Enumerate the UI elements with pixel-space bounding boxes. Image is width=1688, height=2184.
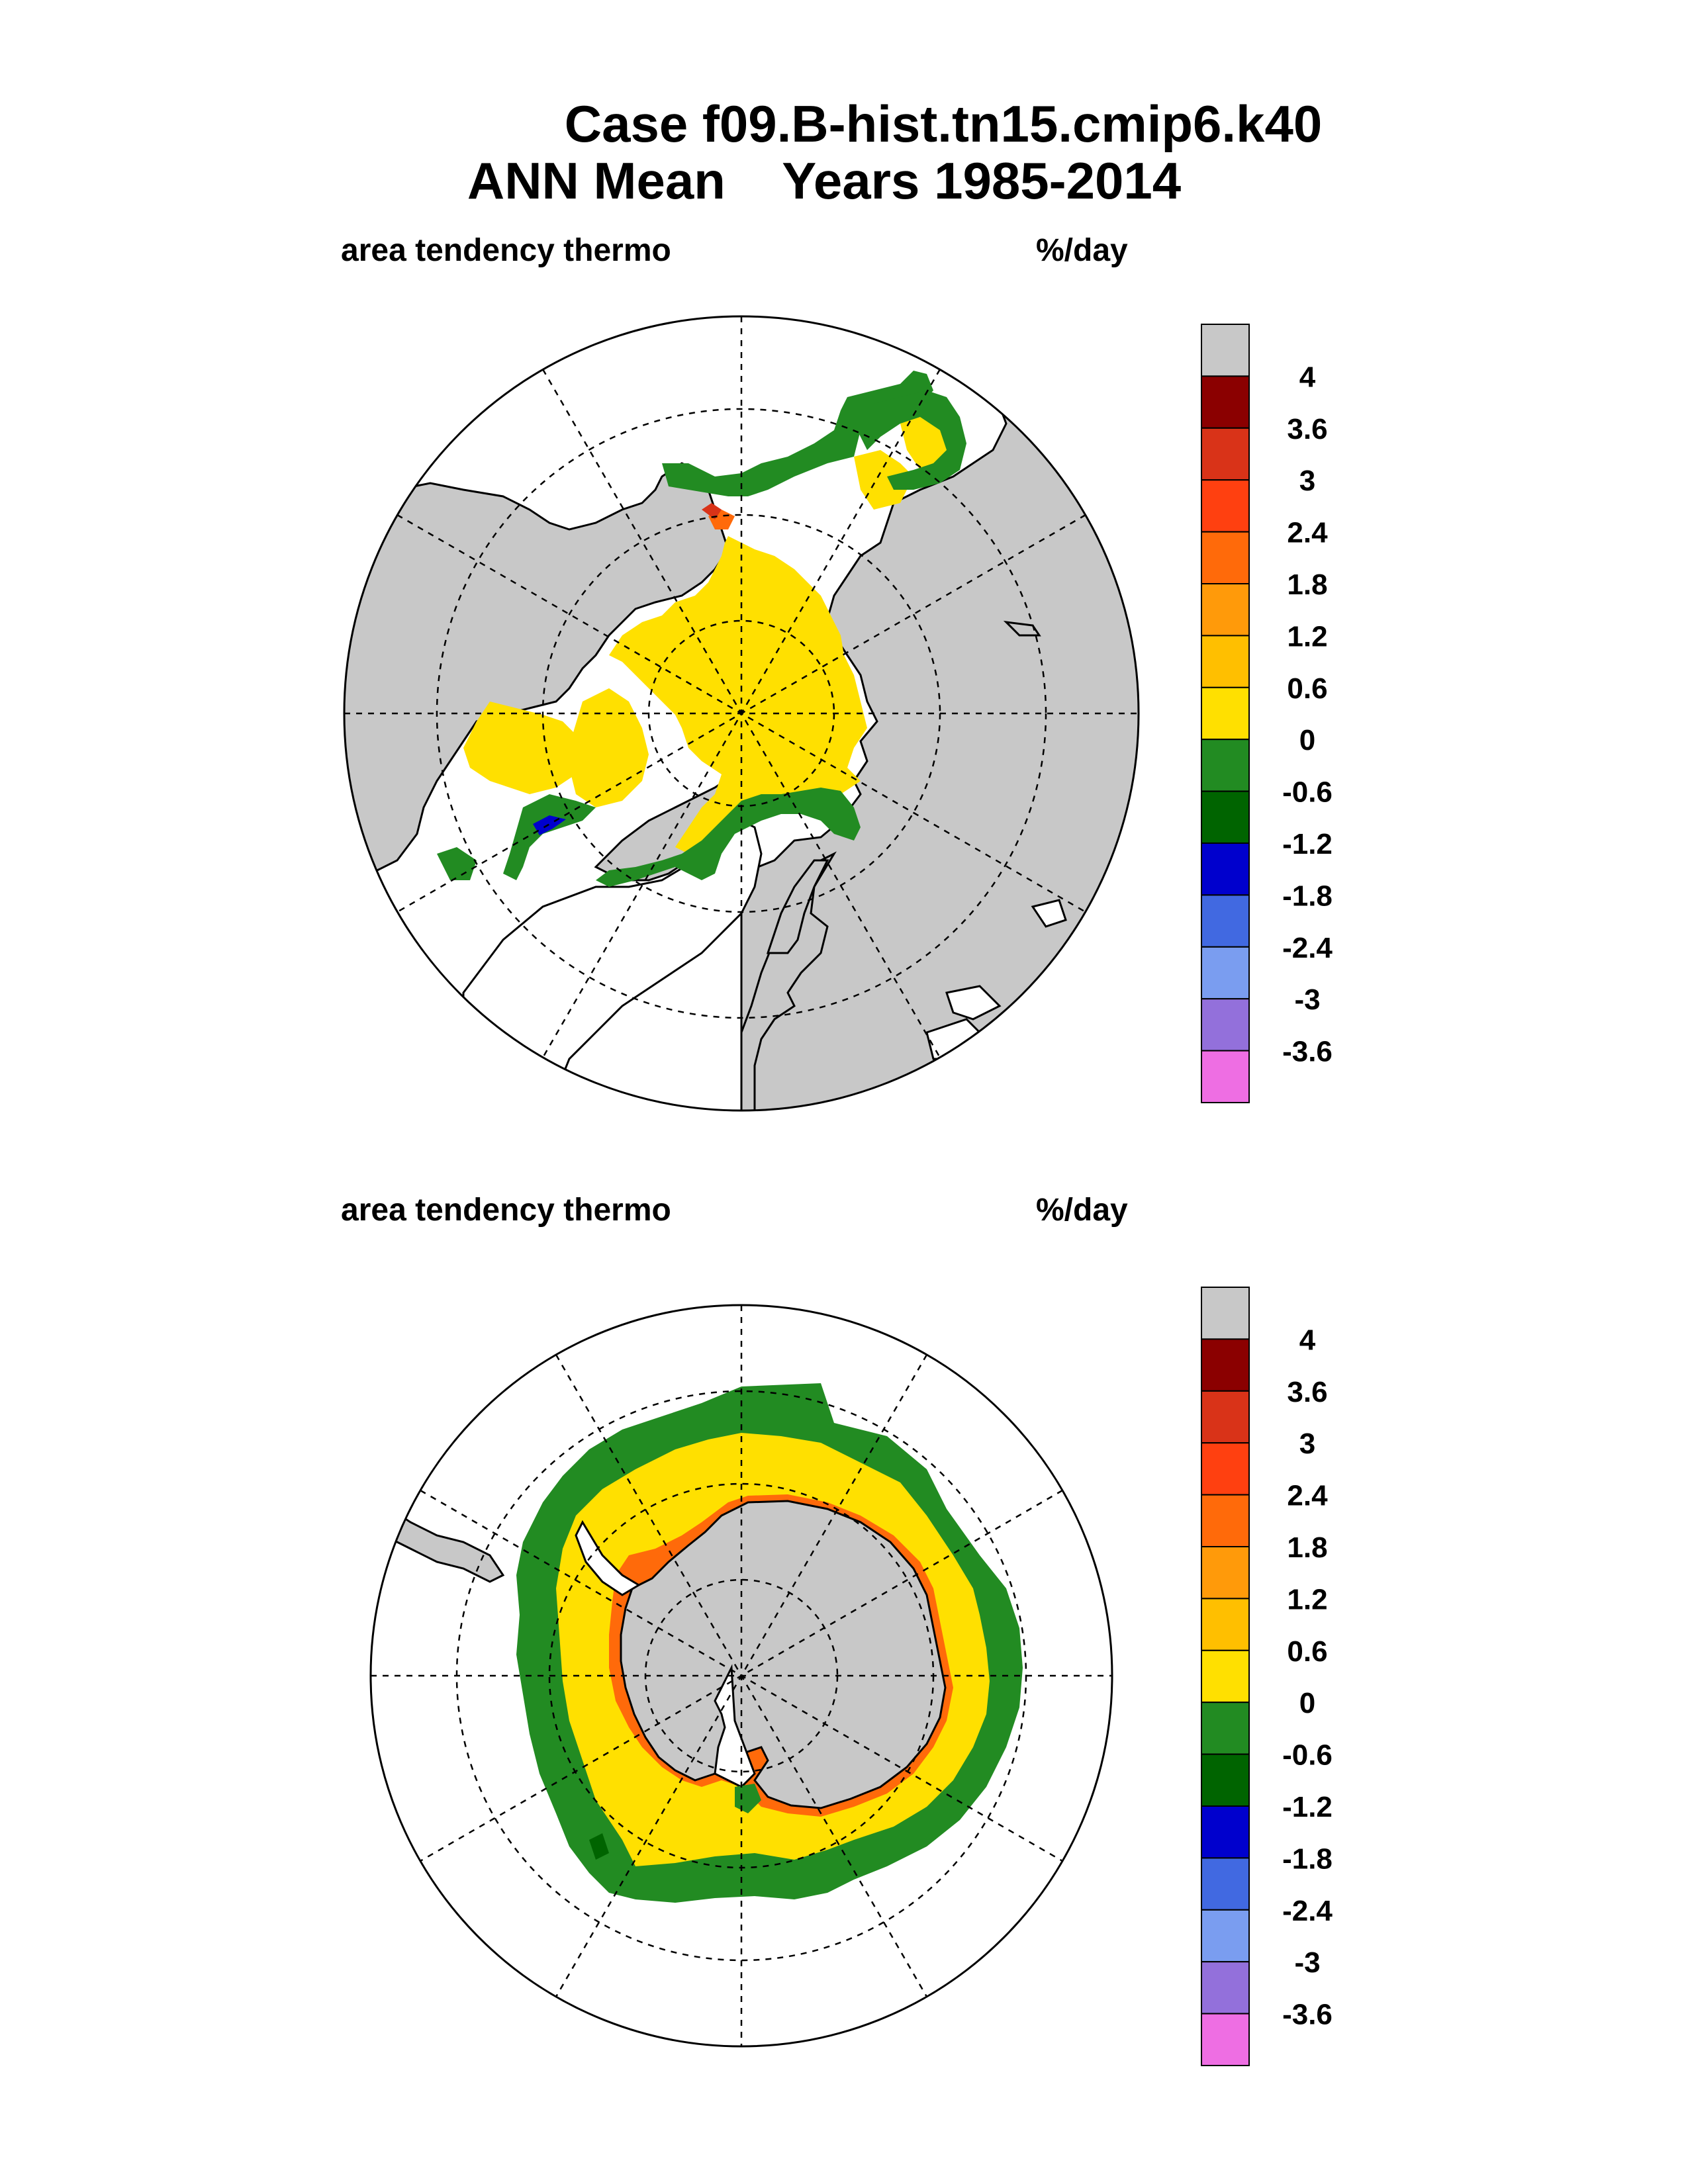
colorbar-north: 4 3.6 3 2.4 1.8 1.2 0.6 0 -0.6 -1.2 -1.8 -2.4 -3 -3.6 <box>1201 324 1333 1103</box>
colorbar-south-swatch <box>1201 1961 1250 2015</box>
colorbar-south-label: 1.8 <box>1287 1531 1327 1564</box>
colorbar-south-swatch <box>1201 1442 1250 1496</box>
colorbar-south-label: -3 <box>1294 1946 1320 1979</box>
colorbar-north-swatch <box>1201 894 1250 948</box>
colorbar-south: 4 3.6 3 2.4 1.8 1.2 0.6 0 -0.6 -1.2 -1.8 -2.4 -3 -3.6 <box>1201 1287 1333 2067</box>
colorbar-north-swatch <box>1201 998 1250 1052</box>
figure-title-period: ANN Mean Years 1985-2014 <box>467 152 1182 210</box>
north-polar-map <box>343 315 1140 1112</box>
north-land-europe <box>740 851 837 1111</box>
colorbar-north-swatch <box>1201 946 1250 1000</box>
panel1-units: %/day <box>1036 233 1128 268</box>
colorbar-north-swatch <box>1201 635 1250 688</box>
colorbar-south-swatch <box>1201 1702 1250 1755</box>
north-land-island-2 <box>1031 899 1067 928</box>
colorbar-north-label: 0.6 <box>1287 672 1327 705</box>
colorbar-south-swatch <box>1201 1338 1250 1392</box>
figure-title-case: Case f09.B-hist.tn15.cmip6.k40 <box>564 95 1323 153</box>
colorbar-south-label: 1.2 <box>1287 1583 1327 1615</box>
north-ice-green-gulf <box>437 847 477 880</box>
colorbar-south-swatch <box>1201 1857 1250 1911</box>
colorbar-south-label: 3 <box>1299 1428 1315 1460</box>
colorbar-north-label: 3 <box>1299 465 1315 497</box>
colorbar-north-label: 3.6 <box>1287 413 1327 445</box>
colorbar-north-label: 2.4 <box>1287 517 1328 549</box>
colorbar-north-swatch <box>1201 583 1250 637</box>
colorbar-south-label: -1.2 <box>1282 1791 1333 1823</box>
north-land-alaska-siberia-top <box>344 462 729 875</box>
colorbar-south-swatch <box>1201 1494 1250 1548</box>
colorbar-north-swatch <box>1201 686 1250 741</box>
colorbar-north-swatch <box>1201 739 1250 792</box>
colorbar-south-label: 0.6 <box>1287 1635 1327 1668</box>
south-graticule <box>371 1305 1112 2046</box>
colorbar-south-label: -3.6 <box>1282 1999 1333 2031</box>
colorbar-south-swatch <box>1201 1598 1250 1651</box>
north-land-island-1 <box>1003 620 1041 637</box>
colorbar-south-label: 3.6 <box>1287 1376 1327 1408</box>
colorbar-north-swatch <box>1201 1050 1250 1103</box>
north-ice-green-labrador <box>503 794 596 880</box>
colorbar-north-label: -1.8 <box>1282 880 1333 912</box>
colorbar-south-label: 4 <box>1299 1324 1316 1356</box>
colorbar-north-label: 0 <box>1299 724 1315 756</box>
south-ice-darkgreen-patch <box>589 1833 609 1860</box>
south-ocean-ross <box>714 1664 756 1788</box>
south-ocean-weddell <box>575 1520 641 1596</box>
colorbar-south-label: -0.6 <box>1282 1739 1333 1772</box>
colorbar-north-label: -1.2 <box>1282 828 1333 860</box>
north-ice-green-okhotsk <box>854 390 966 490</box>
north-ice-green-pacific <box>662 371 933 496</box>
north-ice-green-atlantic <box>596 788 861 887</box>
north-ice-edge-red <box>702 503 722 520</box>
north-ice-bering <box>854 450 914 510</box>
colorbar-south-swatch <box>1201 1909 1250 1963</box>
colorbar-north-label: -3.6 <box>1282 1036 1333 1068</box>
colorbar-north-label: 4 <box>1299 361 1316 393</box>
colorbar-north-label: 1.8 <box>1287 569 1327 601</box>
north-land-island-3 <box>945 985 1002 1021</box>
south-polar-map <box>369 1304 1113 2048</box>
colorbar-south-swatch <box>1201 1649 1250 1704</box>
colorbar-south-swatch <box>1201 2013 1250 2067</box>
north-land-scandinavia <box>766 859 829 954</box>
colorbar-north-label: -0.6 <box>1282 776 1333 809</box>
colorbar-south-label: 2.4 <box>1287 1480 1328 1512</box>
panel1-title: area tendency thermo <box>341 233 671 268</box>
colorbar-south-swatch <box>1201 1390 1250 1444</box>
north-ice-yellow <box>609 536 867 854</box>
colorbar-south-swatch <box>1201 1805 1250 1859</box>
panel2-title: area tendency thermo <box>341 1193 671 1228</box>
north-graticule <box>344 316 1139 1111</box>
colorbar-north-swatch <box>1201 427 1250 481</box>
colorbar-north-swatch <box>1201 324 1250 377</box>
north-ice-hudson <box>463 702 583 794</box>
colorbar-south-label: -2.4 <box>1282 1895 1333 1927</box>
colorbar-north-label: -3 <box>1294 983 1320 1016</box>
colorbar-south-swatch <box>1201 1287 1250 1340</box>
colorbar-south-swatch <box>1201 1546 1250 1600</box>
colorbar-south-swatch <box>1201 1753 1250 1807</box>
colorbar-north-label: -2.4 <box>1282 932 1333 964</box>
colorbar-north-swatch <box>1201 479 1250 533</box>
colorbar-south-label: 0 <box>1299 1687 1315 1719</box>
colorbar-north-swatch <box>1201 375 1250 429</box>
south-land-antarctica <box>620 1500 947 1809</box>
colorbar-north-label: 1.2 <box>1287 620 1327 653</box>
colorbar-north-swatch <box>1201 842 1250 896</box>
colorbar-south-label: -1.8 <box>1282 1843 1333 1875</box>
colorbar-north-swatch <box>1201 531 1250 584</box>
panel2-units: %/day <box>1036 1193 1128 1228</box>
colorbar-north-swatch <box>1201 790 1250 844</box>
